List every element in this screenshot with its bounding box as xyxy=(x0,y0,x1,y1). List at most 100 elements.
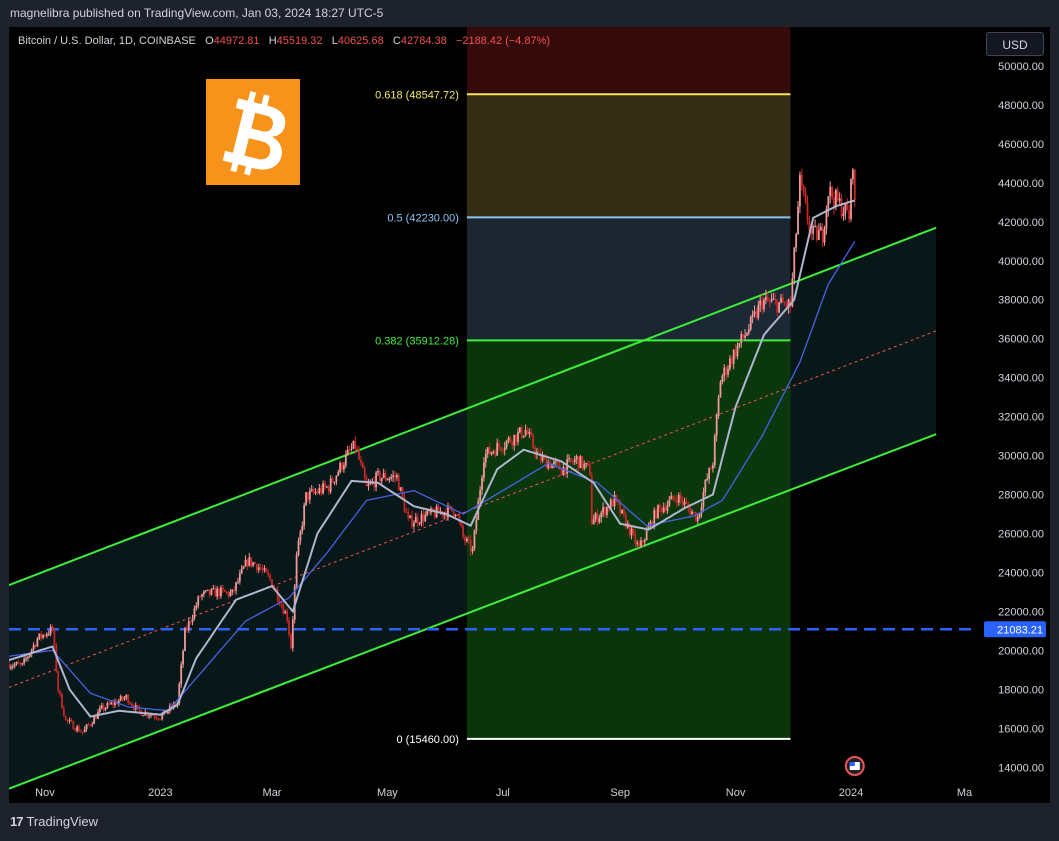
candle-body xyxy=(526,430,529,434)
candle-body xyxy=(231,589,234,593)
candle-body xyxy=(852,169,854,180)
candle-body xyxy=(825,208,828,230)
candle-body xyxy=(532,435,535,448)
candle-body xyxy=(426,510,429,515)
candle-body xyxy=(766,296,769,301)
currency-button[interactable]: USD xyxy=(986,32,1044,56)
candle-body xyxy=(732,349,735,364)
candle-body xyxy=(710,468,712,470)
candle-body xyxy=(411,515,413,527)
symbol-title: Bitcoin / U.S. Dollar, 1D, COINBASE xyxy=(18,35,196,47)
candle-body xyxy=(413,522,415,527)
candle-body xyxy=(167,711,169,714)
candle-body xyxy=(632,528,635,533)
candle-body xyxy=(698,513,701,518)
candle-body xyxy=(833,197,835,207)
candle-body xyxy=(751,314,754,317)
candle-body xyxy=(68,720,71,722)
candle-body xyxy=(150,714,152,716)
candle-body xyxy=(469,539,472,552)
candle-body xyxy=(498,443,500,448)
candle-body xyxy=(515,434,517,442)
candle-body xyxy=(394,475,396,478)
candle-body xyxy=(161,713,164,720)
candle-body xyxy=(363,468,366,479)
candle-body xyxy=(659,504,661,508)
candle-body xyxy=(452,510,455,516)
candle-body xyxy=(812,226,815,234)
candle-body xyxy=(284,611,287,614)
candle-body xyxy=(303,504,306,526)
y-tick-label: 48000.00 xyxy=(998,100,1044,112)
candle-body xyxy=(723,367,726,377)
candle-body xyxy=(112,702,114,705)
candle-body xyxy=(316,491,319,494)
candle-body xyxy=(271,579,273,587)
y-tick-label: 44000.00 xyxy=(998,178,1044,190)
candle-body xyxy=(492,451,495,453)
candle-body xyxy=(282,605,285,614)
candle-body xyxy=(235,582,237,591)
candle-body xyxy=(560,469,563,475)
candle-body xyxy=(534,447,536,455)
candle-body xyxy=(125,695,128,698)
candle-body xyxy=(791,278,794,307)
candle-body xyxy=(212,587,215,589)
candle-body xyxy=(51,626,54,629)
fib-zone-2 xyxy=(466,217,791,341)
candle-body xyxy=(238,573,241,582)
publisher-header: magnelibra published on TradingView.com,… xyxy=(10,6,384,20)
candle-body xyxy=(804,192,807,203)
candle-body xyxy=(325,486,328,488)
candle-body xyxy=(193,608,196,619)
candle-body xyxy=(713,435,716,466)
candle-body xyxy=(549,462,552,469)
fib-level-label: 0.5 (42230.00) xyxy=(387,212,459,224)
x-tick-label: 2023 xyxy=(148,787,172,799)
candle-body xyxy=(454,514,457,516)
candle-body xyxy=(354,440,357,449)
candle-body xyxy=(333,481,336,483)
candle-body xyxy=(587,463,589,465)
candle-body xyxy=(662,507,665,513)
candle-body xyxy=(715,416,718,436)
candle-body xyxy=(367,484,370,487)
candle-body xyxy=(829,186,832,197)
candle-body xyxy=(100,705,103,709)
support-price-tag xyxy=(984,621,1046,638)
candle-body xyxy=(464,536,466,542)
candle-body xyxy=(562,466,565,475)
chart-area[interactable]: 14000.00 16000.00 18000.00 20000.00 22000.00… xyxy=(9,27,1050,803)
candle-body xyxy=(836,189,839,201)
y-tick-label: 26000.00 xyxy=(998,528,1044,540)
candle-body xyxy=(95,716,97,719)
candle-body xyxy=(384,473,387,480)
candle-body xyxy=(761,300,763,310)
low-label: L xyxy=(331,35,338,47)
candle-body xyxy=(763,299,765,310)
candle-body xyxy=(399,487,402,491)
candle-body xyxy=(776,300,779,313)
candle-body xyxy=(220,587,222,597)
y-tick-label: 38000.00 xyxy=(998,295,1044,307)
candle-body xyxy=(422,514,425,522)
tradingview-footer[interactable]: 17 TradingView xyxy=(10,814,98,834)
fib-level-label: 0.382 (35912.28) xyxy=(375,335,459,347)
candle-body xyxy=(242,566,245,569)
y-tick-label: 36000.00 xyxy=(998,334,1044,346)
candle-body xyxy=(649,521,652,527)
candle-body xyxy=(341,462,343,470)
candle-body xyxy=(216,588,219,597)
price-chart[interactable]: 14000.00 16000.00 18000.00 20000.00 22000.00… xyxy=(9,27,1050,803)
candle-body xyxy=(660,507,663,513)
candle-body xyxy=(672,495,675,500)
candle-body xyxy=(263,568,266,570)
candle-body xyxy=(467,538,470,540)
candle-body xyxy=(184,628,186,651)
candle-body xyxy=(742,334,745,338)
candle-body xyxy=(577,456,580,468)
candle-body xyxy=(619,503,622,514)
candle-body xyxy=(657,504,659,518)
candle-body xyxy=(588,464,591,476)
candle-body xyxy=(85,724,88,729)
